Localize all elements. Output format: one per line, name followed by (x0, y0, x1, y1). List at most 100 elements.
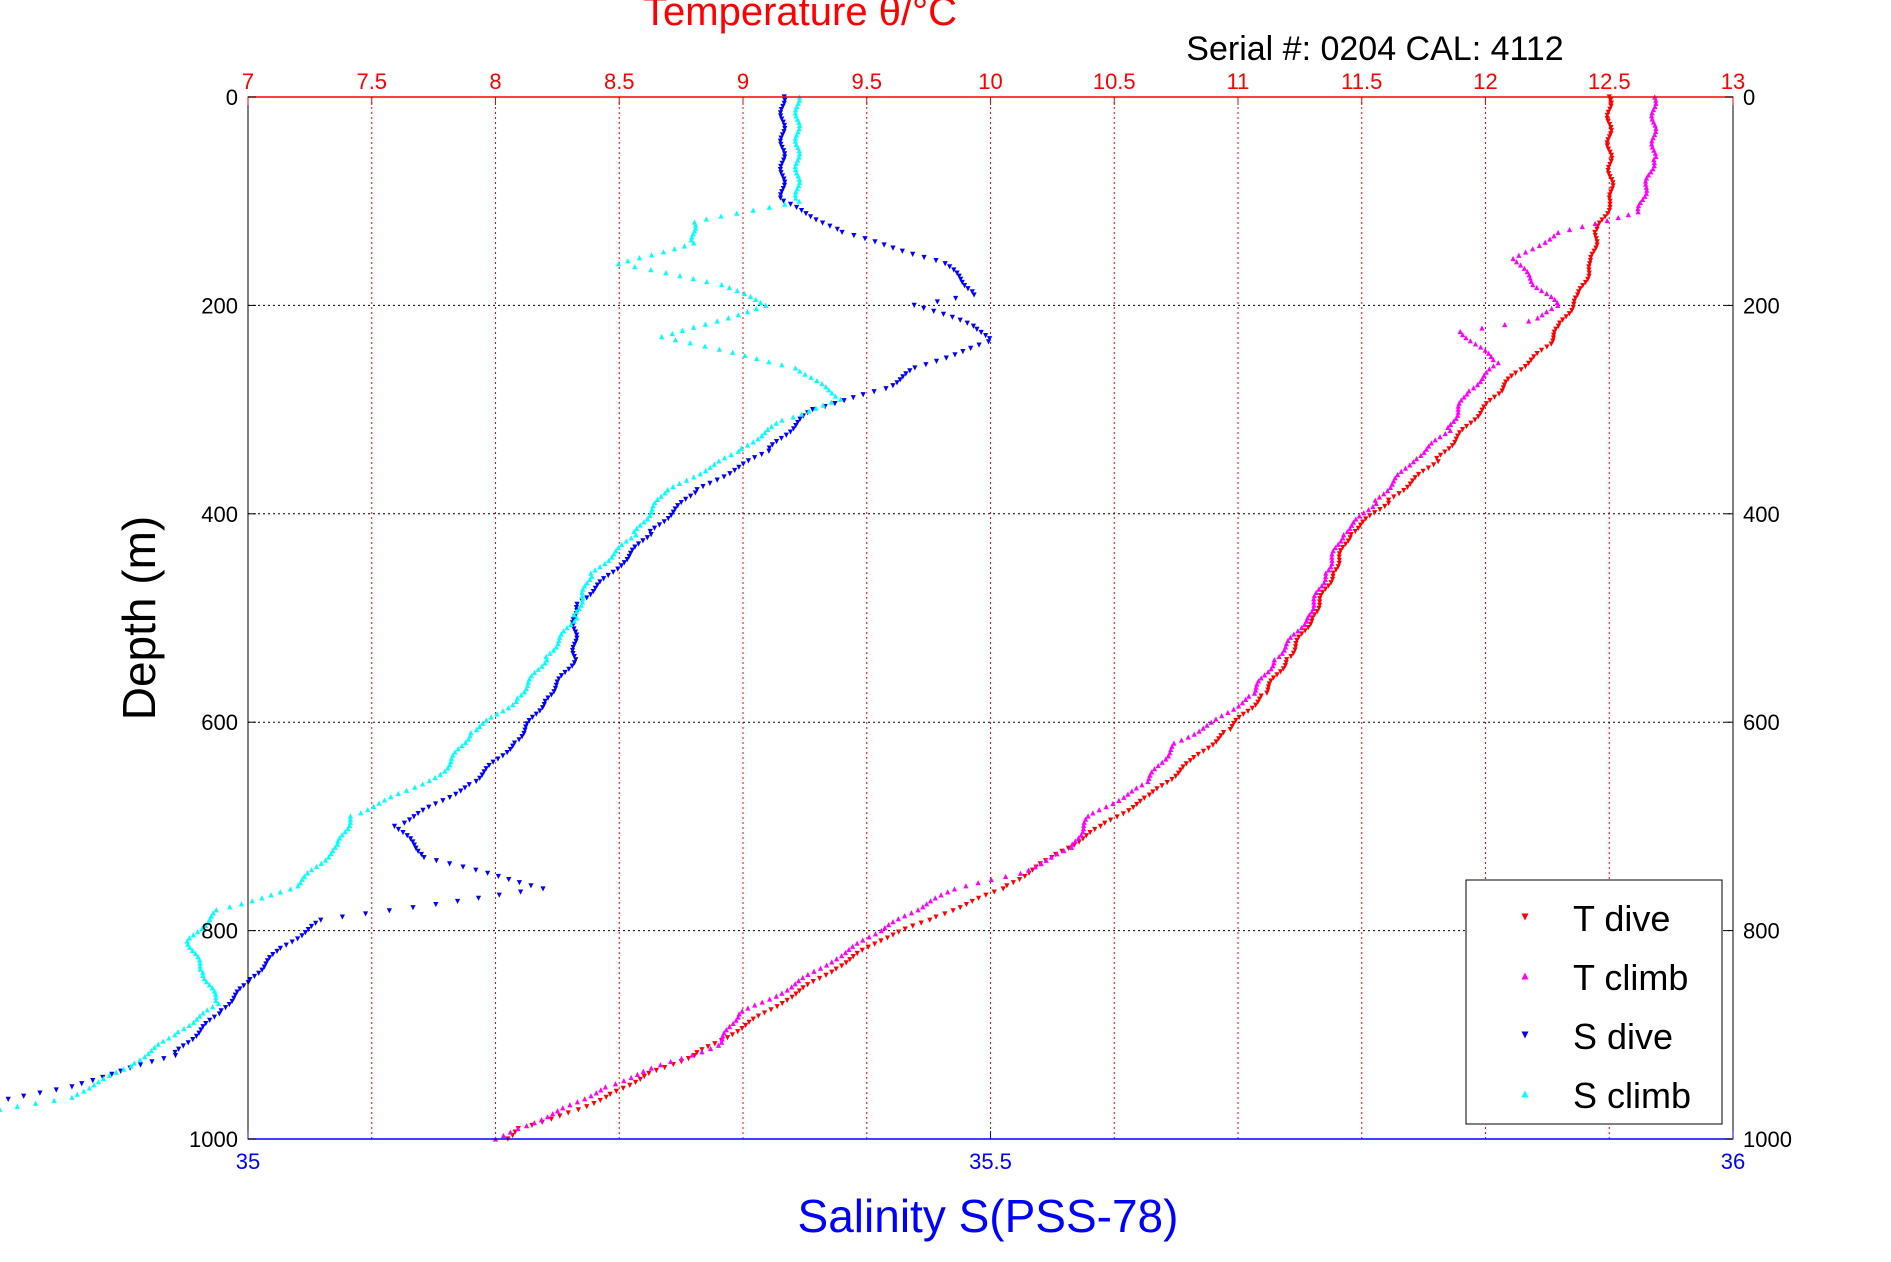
data-point (295, 936, 301, 942)
data-point (528, 883, 534, 889)
data-point (184, 938, 190, 944)
data-point (1418, 452, 1424, 459)
data-point (1609, 177, 1615, 183)
data-point (200, 969, 206, 975)
data-point (155, 1041, 161, 1047)
data-point (540, 886, 546, 892)
data-point (1159, 759, 1165, 765)
data-point (613, 548, 619, 554)
data-point (1442, 449, 1448, 455)
data-point (567, 1102, 573, 1108)
depth-tick-label-left: 0 (226, 85, 238, 110)
data-point (964, 320, 970, 326)
data-point (483, 766, 489, 772)
data-point (516, 880, 522, 886)
data-point (347, 819, 353, 825)
data-point (672, 506, 678, 512)
data-point (573, 608, 580, 615)
depth-tick-label-right: 200 (1743, 293, 1780, 318)
data-point (289, 939, 295, 945)
data-point (781, 182, 788, 189)
data-point (702, 343, 708, 349)
data-point (851, 232, 857, 239)
data-point (734, 287, 740, 294)
data-point (570, 650, 576, 657)
data-point (1336, 560, 1342, 567)
data-point (295, 883, 301, 889)
data-point (1513, 259, 1520, 265)
salinity-tick-label: 36 (1721, 1149, 1745, 1174)
data-point (752, 1002, 758, 1008)
data-point (802, 371, 808, 377)
data-point (511, 740, 518, 746)
data-point (1311, 592, 1318, 599)
data-point (1607, 149, 1613, 155)
data-point (1054, 851, 1060, 857)
data-point (1120, 811, 1126, 817)
data-point (615, 261, 622, 267)
data-point (1579, 223, 1585, 230)
data-point (407, 836, 414, 842)
data-point (745, 1005, 751, 1011)
data-point (807, 214, 814, 220)
data-point (1347, 525, 1353, 531)
data-point (554, 1108, 561, 1114)
data-point (649, 506, 655, 512)
data-point (1483, 401, 1489, 407)
data-point (1087, 830, 1093, 836)
data-point (927, 898, 934, 904)
data-point (632, 264, 638, 270)
data-point (813, 405, 819, 411)
data-point (773, 439, 780, 445)
data-point (1516, 252, 1522, 258)
data-point (755, 1013, 762, 1019)
data-point (757, 299, 764, 306)
data-point (985, 339, 992, 345)
data-point (1554, 299, 1560, 306)
data-point (1391, 494, 1397, 500)
data-point (607, 1091, 613, 1097)
data-point (1607, 121, 1613, 128)
data-point (462, 785, 468, 791)
data-point (976, 342, 982, 348)
data-point (1245, 708, 1251, 714)
data-point (584, 580, 590, 586)
data-point (1349, 522, 1355, 528)
data-point (1317, 599, 1323, 605)
data-point (912, 365, 918, 371)
data-point (1570, 304, 1576, 311)
data-point (1323, 573, 1329, 579)
data-point (778, 113, 784, 119)
data-point (507, 746, 514, 753)
temp-tick-label: 7 (242, 69, 254, 94)
data-point (1178, 737, 1185, 743)
data-point (1467, 338, 1473, 344)
data-point (213, 907, 219, 913)
data-point (1236, 714, 1242, 721)
data-point (810, 979, 816, 985)
data-point (574, 601, 580, 607)
data-point (1231, 720, 1237, 727)
data-point (896, 929, 902, 935)
data-point (1367, 513, 1373, 519)
data-point (500, 708, 506, 714)
data-point (1178, 767, 1184, 773)
data-point (943, 355, 949, 361)
data-point (1461, 394, 1467, 400)
data-point (1486, 350, 1492, 356)
temp-tick-label: 7.5 (356, 69, 387, 94)
data-point (535, 666, 541, 672)
data-point (1425, 465, 1431, 471)
data-point (692, 222, 699, 228)
data-point (1585, 276, 1591, 282)
data-point (883, 386, 889, 392)
data-point (1325, 583, 1332, 589)
data-point (1277, 669, 1284, 675)
data-point (510, 701, 516, 708)
data-point (1607, 106, 1613, 112)
data-point (1610, 183, 1616, 189)
data-point (1407, 462, 1413, 468)
data-point (211, 1014, 218, 1020)
data-point (447, 762, 453, 768)
data-point (932, 895, 938, 901)
